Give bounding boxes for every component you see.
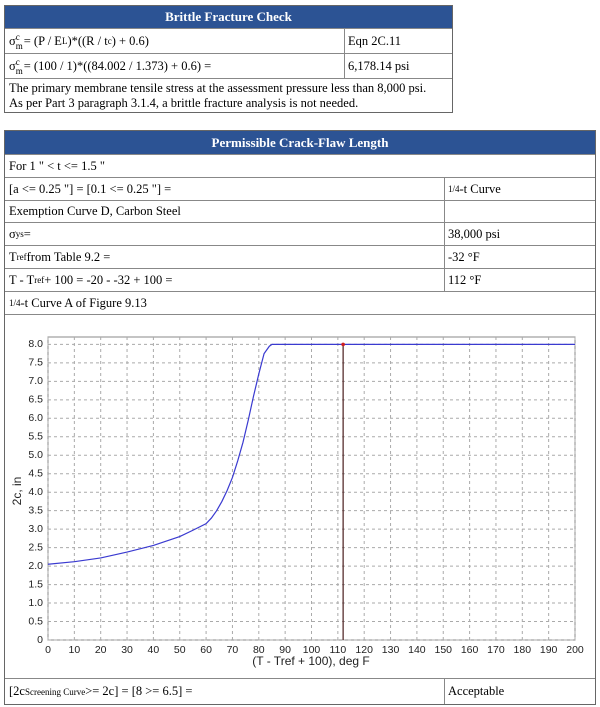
chart-cell — [5, 314, 595, 678]
sub: m — [15, 66, 23, 76]
row: 1/4 -t Curve A of Figure 9.13 — [5, 291, 595, 314]
table-title: Brittle Fracture Check — [5, 6, 452, 28]
divider — [444, 177, 445, 291]
text: )*((R / t — [67, 33, 108, 48]
text: = — [23, 226, 31, 241]
text: For 1 " < t <= 1.5 " — [9, 158, 105, 173]
sub: 1/4 — [448, 184, 460, 194]
text: T - T — [9, 272, 35, 287]
note: The primary membrane tensile stress at t… — [5, 78, 452, 112]
text: = (100 / 1)*((84.002 / 1.373) + 0.6) = — [23, 58, 212, 73]
sub: c — [107, 36, 112, 46]
text: σ — [9, 33, 16, 48]
text: + 100 = -20 - -32 + 100 = — [44, 272, 173, 287]
row: Exemption Curve D, Carbon Steel — [5, 200, 595, 222]
value: 6,178.14 psi — [344, 53, 452, 78]
row: σ ys = — [5, 222, 444, 245]
value: Acceptable — [444, 678, 595, 704]
sub: 1/4 — [9, 298, 21, 308]
text: = (P / E — [23, 33, 62, 48]
row: For 1 " < t <= 1.5 " — [5, 154, 595, 177]
value: -32 °F — [444, 245, 595, 268]
value: Eqn 2C.11 — [344, 28, 452, 53]
sub: ref — [34, 275, 45, 285]
crack-table: Permissible Crack-Flaw Length For 1 " < … — [4, 130, 596, 705]
text: Exemption Curve D, Carbon Steel — [9, 204, 181, 218]
text: [2c — [9, 684, 25, 698]
divider — [444, 678, 445, 704]
sup: c — [15, 57, 20, 67]
note-line: As per Part 3 paragraph 3.1.4, a brittle… — [9, 96, 359, 110]
sub: ys — [15, 229, 24, 239]
value: 1/4 -t Curve — [444, 177, 595, 200]
text: from Table 9.2 = — [26, 249, 111, 264]
text: σ — [9, 226, 16, 241]
sub: m — [15, 41, 23, 51]
sub: Screening Curve — [24, 686, 86, 697]
text: [a <= 0.25 "] = [0.1 <= 0.25 "] = — [9, 181, 172, 196]
text: T — [9, 249, 17, 264]
text: ) + 0.6) — [111, 33, 149, 48]
text: -t Curve — [459, 181, 501, 196]
sup: c — [15, 32, 20, 42]
row: [2c Screening Curve >= 2c] = [8 >= 6.5] = — [5, 678, 444, 704]
value: 38,000 psi — [444, 222, 595, 245]
table-title: Permissible Crack-Flaw Length — [5, 131, 595, 154]
divider — [344, 28, 345, 78]
text: -t Curve A of Figure 9.13 — [20, 295, 147, 310]
note-line: The primary membrane tensile stress at t… — [9, 81, 427, 95]
text: σ — [9, 58, 16, 73]
row: [a <= 0.25 "] = [0.1 <= 0.25 "] = — [5, 177, 444, 200]
sub: L — [61, 36, 68, 46]
text: >= 2c] = [8 >= 6.5] = — [85, 684, 193, 698]
sub: ref — [16, 252, 27, 262]
value: 112 °F — [444, 268, 595, 291]
